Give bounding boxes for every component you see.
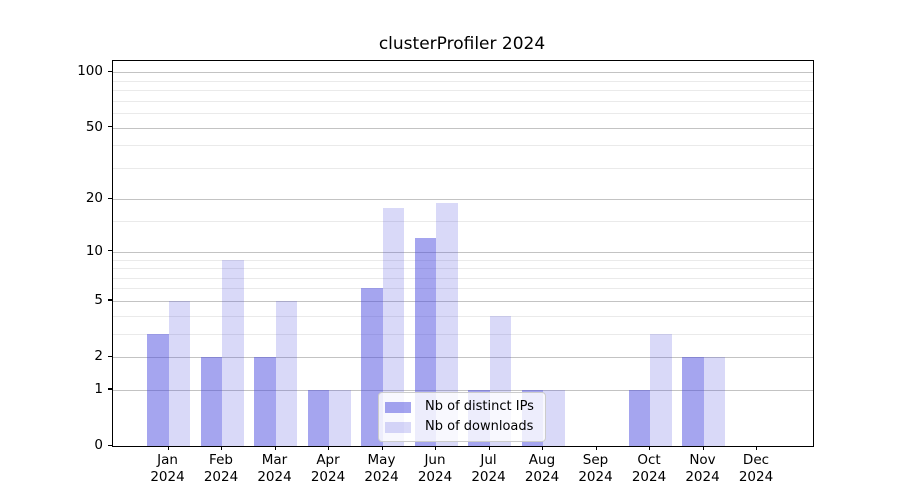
bar-apr-distinct-ips: [307, 389, 329, 446]
x-tick-jul: [488, 446, 490, 450]
y-tick-50: [108, 126, 112, 128]
legend-item-downloads: Nb of downloads: [385, 419, 537, 435]
major-gridline-100: [113, 72, 813, 74]
y-tick-5: [108, 299, 112, 301]
y-tick-1: [108, 388, 112, 390]
legend: Nb of distinct IPs Nb of downloads: [378, 392, 546, 442]
bar-feb-distinct-ips: [200, 357, 222, 446]
y-tick-20: [108, 197, 112, 200]
minor-gridline-7: [113, 277, 813, 279]
major-gridline-50: [113, 127, 813, 129]
legend-label-downloads: Nb of downloads: [425, 419, 534, 434]
major-gridline-20: [113, 199, 813, 201]
minor-gridline-4: [113, 315, 813, 317]
bar-jan-distinct-ips: [147, 333, 169, 446]
minor-gridline-9: [113, 259, 813, 261]
bar-jan-downloads: [168, 300, 190, 446]
bar-feb-downloads: [222, 259, 244, 446]
minor-gridline-30: [113, 167, 813, 169]
y-tick-0: [108, 444, 112, 446]
x-tick-may: [381, 446, 383, 450]
y-tick-10: [108, 250, 112, 252]
x-tick-feb: [221, 446, 223, 450]
major-gridline-2: [113, 357, 813, 359]
y-tick-label-10: 10: [85, 242, 103, 259]
y-tick-2: [108, 355, 112, 357]
x-tick-label-jul: Jul 2024: [471, 452, 506, 485]
minor-gridline-90: [113, 80, 813, 82]
bar-apr-downloads: [329, 389, 351, 446]
x-tick-label-may: May 2024: [364, 452, 399, 485]
x-tick-label-feb: Feb 2024: [203, 452, 239, 485]
minor-gridline-8: [113, 268, 813, 270]
x-tick-apr: [328, 446, 330, 450]
bar-oct-downloads: [650, 333, 672, 446]
y-tick-100: [108, 70, 112, 72]
bar-jun-downloads: [436, 203, 458, 446]
bar-aug-downloads: [543, 389, 565, 446]
x-tick-oct: [649, 446, 651, 450]
x-tick-label-mar: Mar 2024: [257, 452, 292, 485]
bar-oct-distinct-ips: [628, 389, 650, 446]
minor-gridline-40: [113, 145, 813, 147]
x-tick-label-apr: Apr 2024: [310, 452, 346, 485]
x-tick-label-dec: Dec 2024: [738, 452, 774, 485]
bar-may-downloads: [382, 207, 404, 446]
y-tick-label-100: 100: [77, 63, 103, 80]
x-tick-label-sep: Sep 2024: [578, 452, 613, 485]
chart-title: clusterProfiler 2024: [378, 34, 546, 54]
bar-may-distinct-ips: [361, 288, 383, 446]
minor-gridline-60: [113, 113, 813, 115]
bar-mar-downloads: [275, 300, 297, 446]
x-tick-dec: [756, 446, 758, 450]
x-tick-label-nov: Nov 2024: [685, 452, 720, 485]
minor-gridline-80: [113, 90, 813, 92]
y-tick-label-2: 2: [94, 348, 103, 365]
bar-nov-downloads: [703, 357, 725, 446]
bar-mar-distinct-ips: [254, 357, 276, 446]
minor-gridline-6: [113, 288, 813, 290]
minor-gridline-3: [113, 333, 813, 335]
x-tick-label-aug: Aug 2024: [524, 452, 560, 485]
x-tick-jun: [435, 446, 437, 450]
x-tick-label-oct: Oct 2024: [631, 452, 667, 485]
y-tick-label-50: 50: [85, 118, 103, 135]
legend-item-distinct-ips: Nb of distinct IPs: [385, 399, 537, 415]
bar-nov-distinct-ips: [682, 357, 704, 446]
y-tick-label-0: 0: [94, 437, 103, 453]
legend-swatch-downloads: [385, 421, 411, 433]
legend-label-distinct-ips: Nb of distinct IPs: [425, 399, 534, 414]
major-gridline-10: [113, 251, 813, 253]
y-tick-label-5: 5: [94, 291, 103, 308]
x-tick-label-jan: Jan 2024: [150, 452, 185, 485]
y-tick-label-1: 1: [94, 380, 103, 397]
major-gridline-5: [113, 300, 813, 302]
plot-area: Nb of distinct IPs Nb of downloads: [112, 60, 814, 447]
minor-gridline-70: [113, 100, 813, 102]
y-tick-label-20: 20: [85, 190, 103, 207]
x-tick-jan: [167, 446, 169, 450]
x-tick-label-jun: Jun 2024: [417, 452, 453, 485]
x-tick-aug: [542, 446, 544, 450]
legend-swatch-distinct-ips: [385, 401, 411, 413]
minor-gridline-15: [113, 221, 813, 223]
x-tick-nov: [702, 446, 704, 450]
major-gridline-1: [113, 389, 813, 391]
x-tick-mar: [274, 446, 276, 450]
x-tick-sep: [595, 446, 597, 450]
